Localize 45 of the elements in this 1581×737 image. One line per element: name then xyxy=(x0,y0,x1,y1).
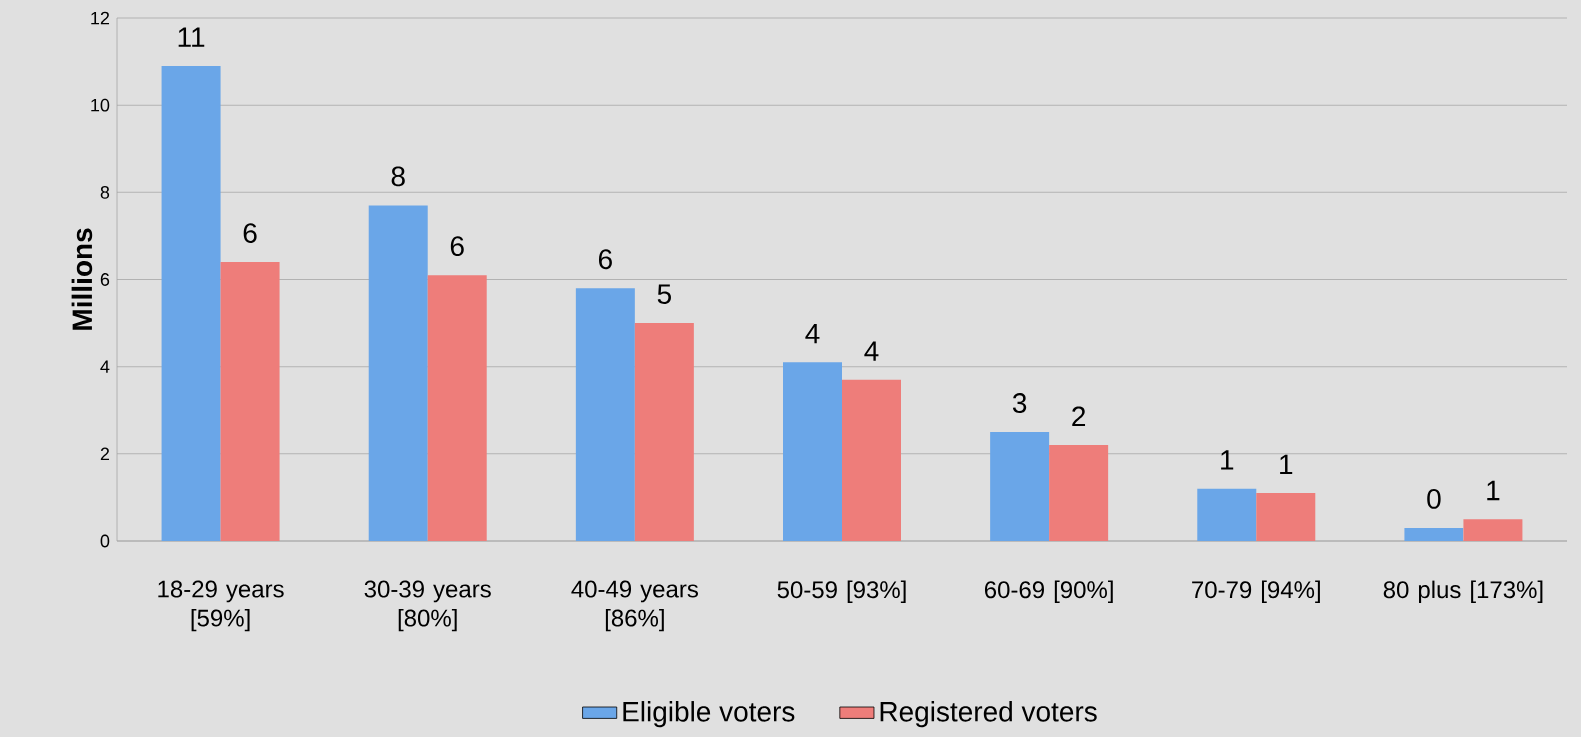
y-tick-label: 4 xyxy=(100,360,110,373)
data-label: 6 xyxy=(450,236,464,257)
data-label: 0 xyxy=(1427,489,1441,509)
bar xyxy=(575,288,635,541)
y-axis-title: Millions xyxy=(71,228,93,330)
legend-label: Registered voters xyxy=(880,701,1097,728)
y-tick-label: 8 xyxy=(100,185,110,199)
data-label: 6 xyxy=(243,223,257,243)
y-tick-label: 12 xyxy=(91,11,110,25)
x-tick-label: 50-59 [93%] xyxy=(777,580,906,603)
y-tick-label: 10 xyxy=(91,98,110,112)
bar xyxy=(1404,527,1464,541)
data-label: 1 xyxy=(1221,450,1234,470)
bar xyxy=(1049,445,1109,541)
bar xyxy=(842,379,901,541)
data-label: 5 xyxy=(657,284,671,305)
x-tick-label: 80 plus [173%] xyxy=(1383,580,1543,603)
bar xyxy=(1463,519,1523,541)
data-label: 6 xyxy=(598,249,612,270)
bar xyxy=(990,432,1050,541)
x-tick-label: 60-69 [90%] xyxy=(984,580,1113,603)
bar xyxy=(1197,488,1257,541)
data-label: 2 xyxy=(1072,406,1086,427)
y-tick-label: 6 xyxy=(100,273,110,286)
x-tick-label: 40-49 years [86%] xyxy=(571,580,698,632)
data-label: 8 xyxy=(391,166,405,187)
bar xyxy=(634,323,694,541)
data-label: 1 xyxy=(1487,480,1500,501)
bar xyxy=(427,275,487,541)
bar xyxy=(783,362,842,541)
x-tick-label: 18-29 years [59%] xyxy=(158,580,284,632)
bar xyxy=(161,65,221,541)
bar xyxy=(220,262,280,541)
bar xyxy=(368,205,428,541)
bar xyxy=(1256,493,1316,541)
data-label: 11 xyxy=(178,27,205,47)
x-tick-label: 70-79 [94%] xyxy=(1192,580,1320,603)
data-label: 3 xyxy=(1012,393,1027,413)
data-label: 1 xyxy=(1280,454,1293,474)
legend-label: Eligible voters xyxy=(623,701,795,728)
y-tick-label: 0 xyxy=(100,534,110,548)
data-label: 4 xyxy=(805,323,820,344)
y-tick-label: 2 xyxy=(100,447,110,461)
x-tick-label: 30-39 years [80%] xyxy=(364,580,491,632)
data-label: 4 xyxy=(864,341,879,361)
